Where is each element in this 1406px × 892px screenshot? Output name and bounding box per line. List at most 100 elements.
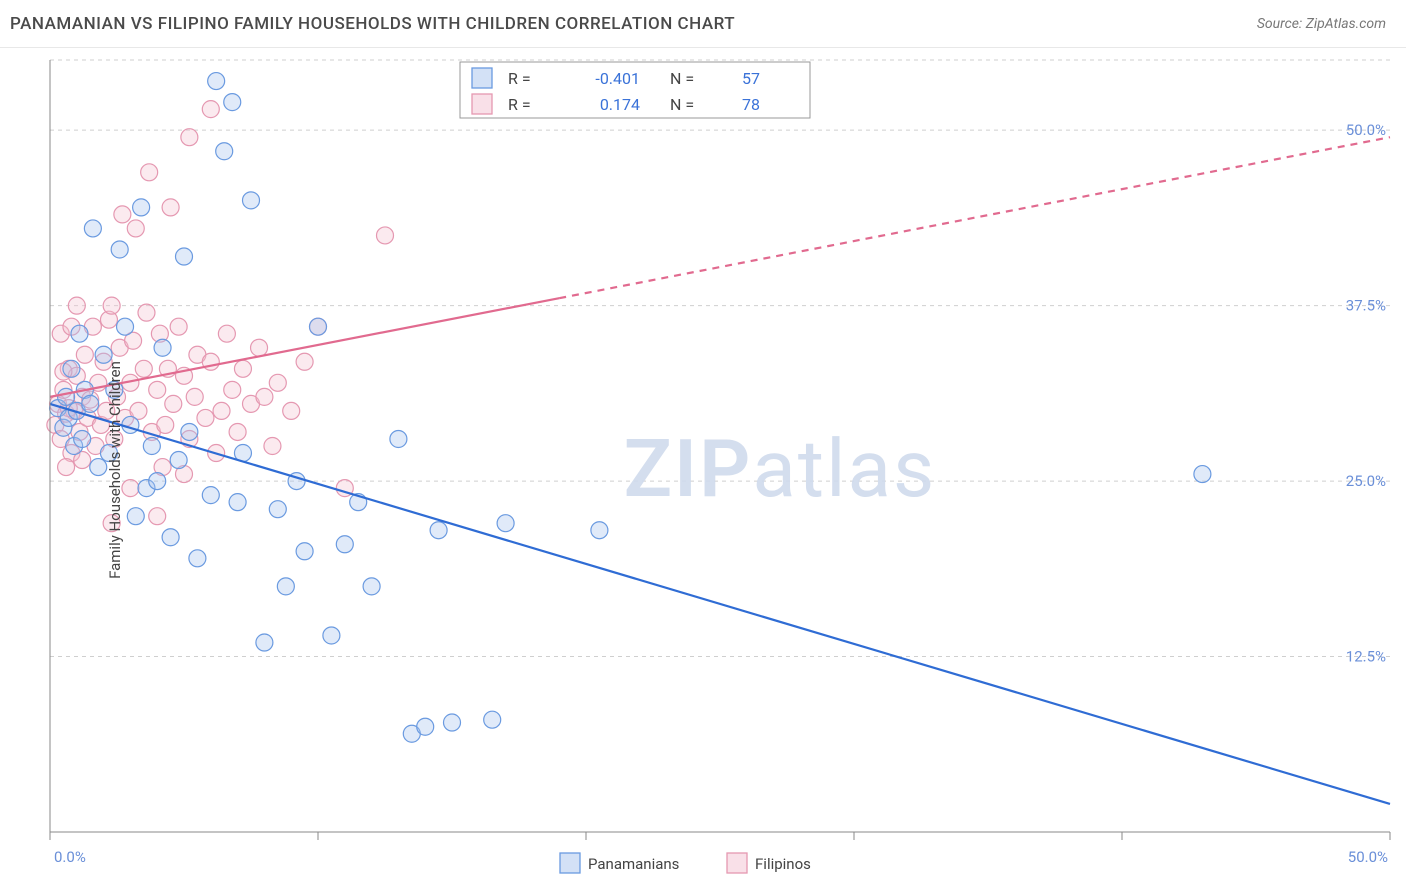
- scatter-point: [269, 374, 286, 391]
- stats-n-label: N =: [670, 69, 694, 88]
- scatter-point: [243, 192, 260, 209]
- scatter-point: [165, 395, 182, 412]
- scatter-point: [202, 487, 219, 504]
- scatter-point: [218, 325, 235, 342]
- scatter-point: [484, 711, 501, 728]
- scatter-point: [181, 129, 198, 146]
- y-tick-label: 50.0%: [1346, 121, 1386, 139]
- scatter-point: [111, 241, 128, 258]
- source-label: Source: ZipAtlas.com: [1257, 16, 1386, 32]
- scatter-point: [497, 515, 514, 532]
- scatter-point: [181, 423, 198, 440]
- scatter-point: [224, 94, 241, 111]
- scatter-point: [256, 388, 273, 405]
- scatter-point: [269, 501, 286, 518]
- scatter-point: [90, 459, 107, 476]
- scatter-point: [1194, 466, 1211, 483]
- scatter-point: [197, 409, 214, 426]
- scatter-point: [336, 536, 353, 553]
- scatter-point: [71, 325, 88, 342]
- scatter-point: [296, 353, 313, 370]
- scatter-point: [103, 297, 120, 314]
- x-tick-label: 0.0%: [54, 848, 86, 866]
- svg-text:ZIPatlas: ZIPatlas: [624, 422, 937, 516]
- scatter-point: [135, 360, 152, 377]
- scatter-point: [58, 459, 75, 476]
- scatter-point: [122, 416, 139, 433]
- scatter-point: [213, 402, 230, 419]
- scatter-point: [224, 381, 241, 398]
- scatter-point: [141, 164, 158, 181]
- legend-label: Filipinos: [755, 855, 811, 873]
- stats-swatch: [472, 94, 492, 114]
- scatter-point: [229, 494, 246, 511]
- stats-swatch: [472, 68, 492, 88]
- scatter-point: [138, 304, 155, 321]
- scatter-point: [122, 480, 139, 497]
- scatter-point: [149, 381, 166, 398]
- scatter-point: [390, 430, 407, 447]
- scatter-point: [74, 430, 91, 447]
- scatter-point: [430, 522, 447, 539]
- scatter-point: [444, 714, 461, 731]
- chart-title: PANAMANIAN VS FILIPINO FAMILY HOUSEHOLDS…: [10, 14, 735, 34]
- stats-r-value: -0.401: [595, 69, 640, 88]
- stats-n-value: 78: [742, 95, 760, 114]
- scatter-point: [162, 199, 179, 216]
- legend-swatch: [727, 853, 747, 873]
- trend-line-dashed: [559, 137, 1390, 298]
- scatter-point: [154, 339, 171, 356]
- y-tick-label: 25.0%: [1346, 472, 1386, 490]
- scatter-point: [143, 438, 160, 455]
- scatter-point: [82, 395, 99, 412]
- scatter-point: [363, 578, 380, 595]
- scatter-point: [127, 220, 144, 237]
- stats-r-label: R =: [508, 69, 531, 88]
- stats-n-value: 57: [742, 69, 760, 88]
- scatter-point: [133, 199, 150, 216]
- scatter-point: [310, 318, 327, 335]
- legend-swatch: [560, 853, 580, 873]
- scatter-point: [417, 718, 434, 735]
- correlation-scatter-plot: ZIPatlas 0.0% 50.0% 12.5% 25.0% 37.5% 50.0% R =…: [0, 48, 1406, 892]
- scatter-point: [170, 318, 187, 335]
- scatter-point: [162, 529, 179, 546]
- scatter-point: [58, 388, 75, 405]
- stats-r-value: 0.174: [600, 95, 640, 114]
- x-tick-label: 50.0%: [1348, 848, 1388, 866]
- y-axis-label: Family Households with Children: [106, 361, 124, 579]
- stats-n-label: N =: [670, 95, 694, 114]
- scatter-point: [189, 550, 206, 567]
- scatter-point: [170, 452, 187, 469]
- scatter-point: [186, 388, 203, 405]
- scatter-point: [323, 627, 340, 644]
- y-tick-label: 37.5%: [1346, 297, 1386, 315]
- scatter-point: [208, 73, 225, 90]
- scatter-point: [68, 297, 85, 314]
- scatter-point: [283, 402, 300, 419]
- legend-label: Panamanians: [588, 855, 679, 873]
- scatter-point: [127, 508, 144, 525]
- scatter-point: [251, 339, 268, 356]
- scatter-point: [149, 508, 166, 525]
- scatter-point: [114, 206, 131, 223]
- y-tick-label: 12.5%: [1346, 648, 1386, 666]
- scatter-point: [277, 578, 294, 595]
- scatter-point: [63, 360, 80, 377]
- scatter-point: [234, 360, 251, 377]
- scatter-point: [377, 227, 394, 244]
- scatter-point: [176, 248, 193, 265]
- scatter-point: [149, 473, 166, 490]
- scatter-point: [296, 543, 313, 560]
- scatter-point: [202, 101, 219, 118]
- scatter-point: [84, 220, 101, 237]
- scatter-point: [229, 423, 246, 440]
- scatter-point: [256, 634, 273, 651]
- stats-r-label: R =: [508, 95, 531, 114]
- scatter-point: [157, 416, 174, 433]
- scatter-point: [216, 143, 233, 160]
- scatter-point: [117, 318, 134, 335]
- scatter-point: [76, 346, 93, 363]
- scatter-point: [591, 522, 608, 539]
- scatter-point: [264, 438, 281, 455]
